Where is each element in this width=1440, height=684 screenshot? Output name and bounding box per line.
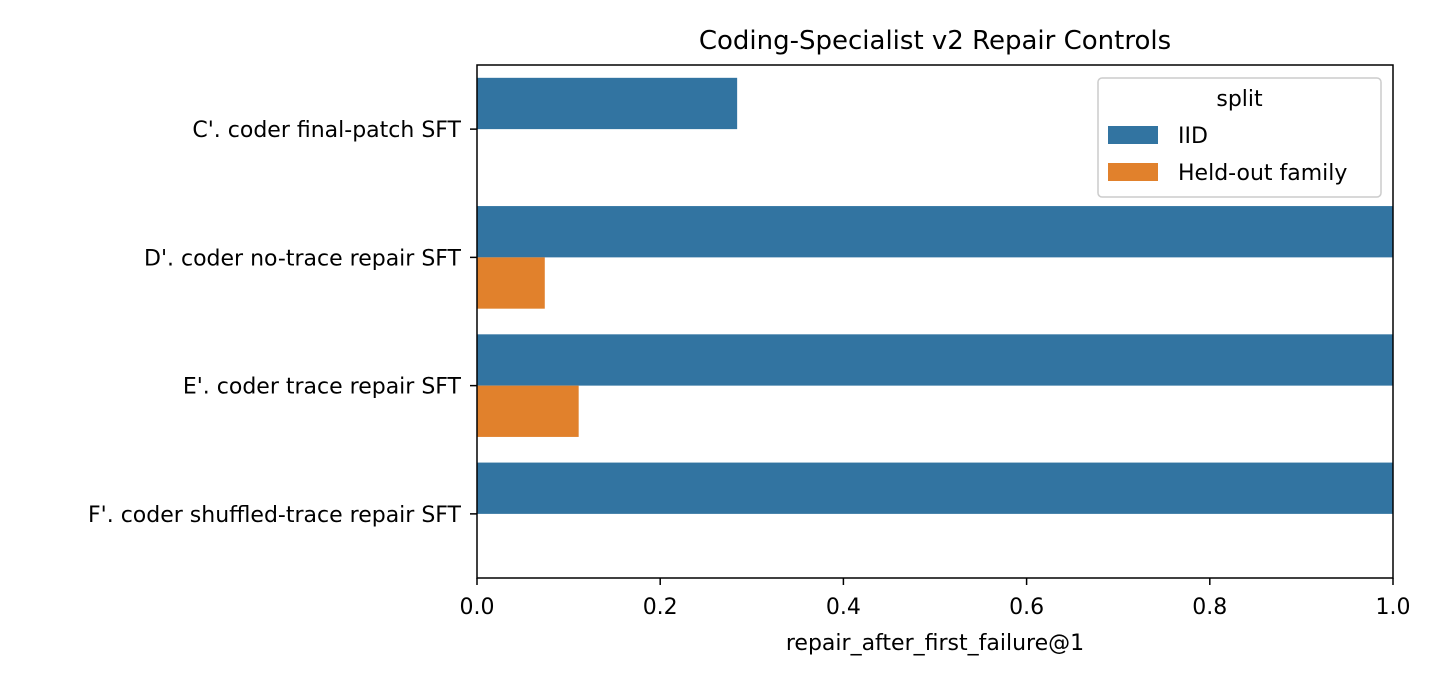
legend: split IID Held-out family — [1097, 77, 1382, 198]
y-tick-label: E'. coder trace repair SFT — [183, 375, 462, 400]
legend-label: IID — [1178, 124, 1208, 149]
y-tick-label: F'. coder shuffled-trace repair SFT — [88, 503, 462, 528]
x-tick-label: 0.4 — [826, 595, 861, 620]
x-tick-label: 0.8 — [1192, 595, 1227, 620]
legend-swatch — [1108, 126, 1158, 144]
bar-held-out-family-1 — [477, 257, 545, 309]
y-tick-label: C'. coder final-patch SFT — [192, 118, 461, 143]
x-axis: 0.0 0.2 0.4 0.6 0.8 1.0 — [460, 578, 1411, 620]
plot-frame — [476, 64, 1394, 579]
bars-layer — [477, 77, 1393, 514]
legend-title: split — [1216, 87, 1263, 112]
bar-iid-1 — [477, 206, 1393, 258]
y-axis: C'. coder final-patch SFT D'. coder no-tr… — [88, 118, 477, 528]
x-tick-label: 0.2 — [643, 595, 678, 620]
chart-title: Coding-Specialist v2 Repair Controls — [699, 26, 1171, 56]
legend-swatch — [1108, 163, 1158, 181]
x-axis-label: repair_after_first_failure@1 — [786, 631, 1084, 656]
y-tick-label: D'. coder no-trace repair SFT — [144, 246, 462, 271]
x-tick-label: 0.0 — [460, 595, 495, 620]
x-tick-label: 1.0 — [1376, 595, 1411, 620]
legend-box — [1097, 77, 1382, 198]
bar-iid-3 — [477, 462, 1393, 514]
legend-entries: IID Held-out family — [1108, 124, 1347, 186]
legend-label: Held-out family — [1178, 161, 1347, 186]
bar-held-out-family-2 — [477, 385, 579, 437]
bar-iid-2 — [477, 334, 1393, 386]
bar-iid-0 — [477, 77, 738, 130]
x-tick-label: 0.6 — [1009, 595, 1044, 620]
